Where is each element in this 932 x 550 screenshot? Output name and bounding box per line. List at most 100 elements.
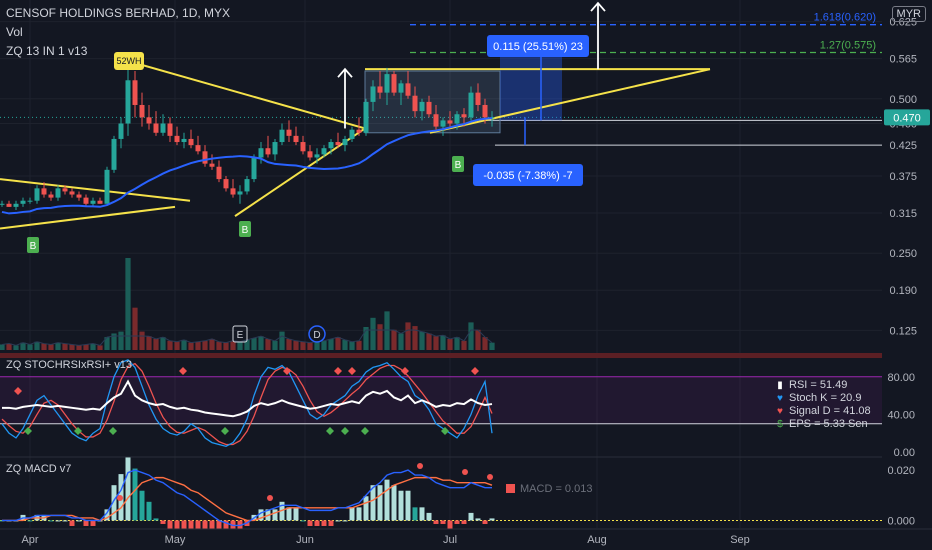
macd-histogram-bar [377,485,383,521]
macd-histogram-bar [447,520,453,530]
macd-histogram-bar [286,507,292,521]
volume-bar [139,331,145,350]
signal-line [2,476,493,522]
volume-bar [76,345,82,350]
last-price-text: 0.470 [893,112,921,124]
indicator-label: ZQ 13 IN 1 v13 [6,44,88,58]
price-tick: 0.190 [889,285,917,297]
volume-bar [216,341,222,350]
volume-bar [174,341,180,350]
candle-body [62,188,68,192]
volume-bar [335,337,341,350]
candle-body [83,197,89,204]
volume-bar [34,341,40,350]
volume-bar [181,339,187,350]
candle-body [272,142,278,155]
pane-separator [0,353,882,358]
currency-button[interactable]: MYR [891,6,926,22]
volume-bar [349,341,355,350]
macd-histogram-bar [27,520,33,522]
time-tick: Aug [587,534,607,546]
candle-body [314,154,320,158]
volume-bar [370,317,376,350]
price-axis: 0.6250.5650.5000.4600.4250.3750.3150.250… [882,0,932,550]
candle-body [125,80,131,124]
macd-histogram-bar [468,512,474,521]
candle-body [384,74,390,93]
candle-body [279,129,285,143]
candle-body [69,191,75,195]
buy-signal-badge [452,156,464,172]
macd-histogram-bar [181,520,187,536]
macd-histogram-bar [111,485,117,521]
macd-histogram-bar [293,507,299,521]
volume-bar [146,336,152,350]
price-tick: 0.125 [889,325,917,337]
candle-body [412,95,418,112]
volume-bar [300,341,306,350]
price-tick: 0.375 [889,171,917,183]
drawings: 1.618(0.620) 1.27(0.575) 0.115 (25.51%) 23… [0,1,882,230]
earnings-badge [232,325,248,343]
buy-signal-text: B [455,160,462,171]
volume-bar [97,345,103,350]
volume-bar [286,338,292,350]
volume-bar [342,339,348,350]
osc-tick: 0.00 [894,447,915,459]
candle-body [370,86,376,102]
macd-pane [0,457,882,549]
candle-body [34,188,40,201]
candle-body [391,74,397,93]
candle-body [356,129,362,133]
candle-body [188,138,194,146]
volume-bar [90,343,96,350]
time-tick: Apr [21,534,38,546]
macd-histogram-bar [167,520,173,530]
candle-body [433,114,439,127]
trendline [0,205,176,230]
volume-bars [0,258,495,350]
candle-body [300,142,306,152]
macd-histogram-bar [62,520,68,522]
candle-body [27,200,33,202]
fib-label-1618: 1.618(0.620) [814,12,876,24]
signal-diamond [348,367,356,375]
macd-histogram-bar [132,468,138,521]
candle-body [258,148,264,158]
cross-marker [417,463,423,469]
measure-up-label-bg [487,35,589,57]
signal-diamond [401,367,409,375]
candle-body [475,92,481,105]
volume-bar [377,324,383,350]
volume-bar [363,327,369,350]
candle-body [482,104,488,118]
target-arrow-head [590,1,606,12]
signal-diamond [341,427,349,435]
52wh-badge [114,52,144,70]
fib-label-127: 1.27(0.575) [820,39,876,51]
volume-bar [468,322,474,350]
price-tick: 0.625 [889,17,917,29]
candle-body [419,101,425,112]
candle-body [118,123,124,139]
volume-bar [272,340,278,350]
candle-body [244,179,250,192]
buy-signal-text: B [30,241,37,252]
annotations: 52WH B B B E D [27,52,464,343]
volume-bar [489,342,495,350]
candle-body [20,200,26,204]
volume-bar [202,340,208,350]
volume-bar [405,322,411,350]
volume-bar [398,333,404,350]
macd-histogram-bar [433,520,439,524]
volume-bar [244,339,250,350]
macd-histogram-bar [398,490,404,521]
candle-body [139,104,145,118]
candle-body [97,200,103,204]
volume-bar [0,344,5,350]
macd-histogram-bar [342,520,348,522]
volume-bar [41,343,47,350]
time-tick: Jun [296,534,314,546]
stochrsi-pane [0,359,882,448]
